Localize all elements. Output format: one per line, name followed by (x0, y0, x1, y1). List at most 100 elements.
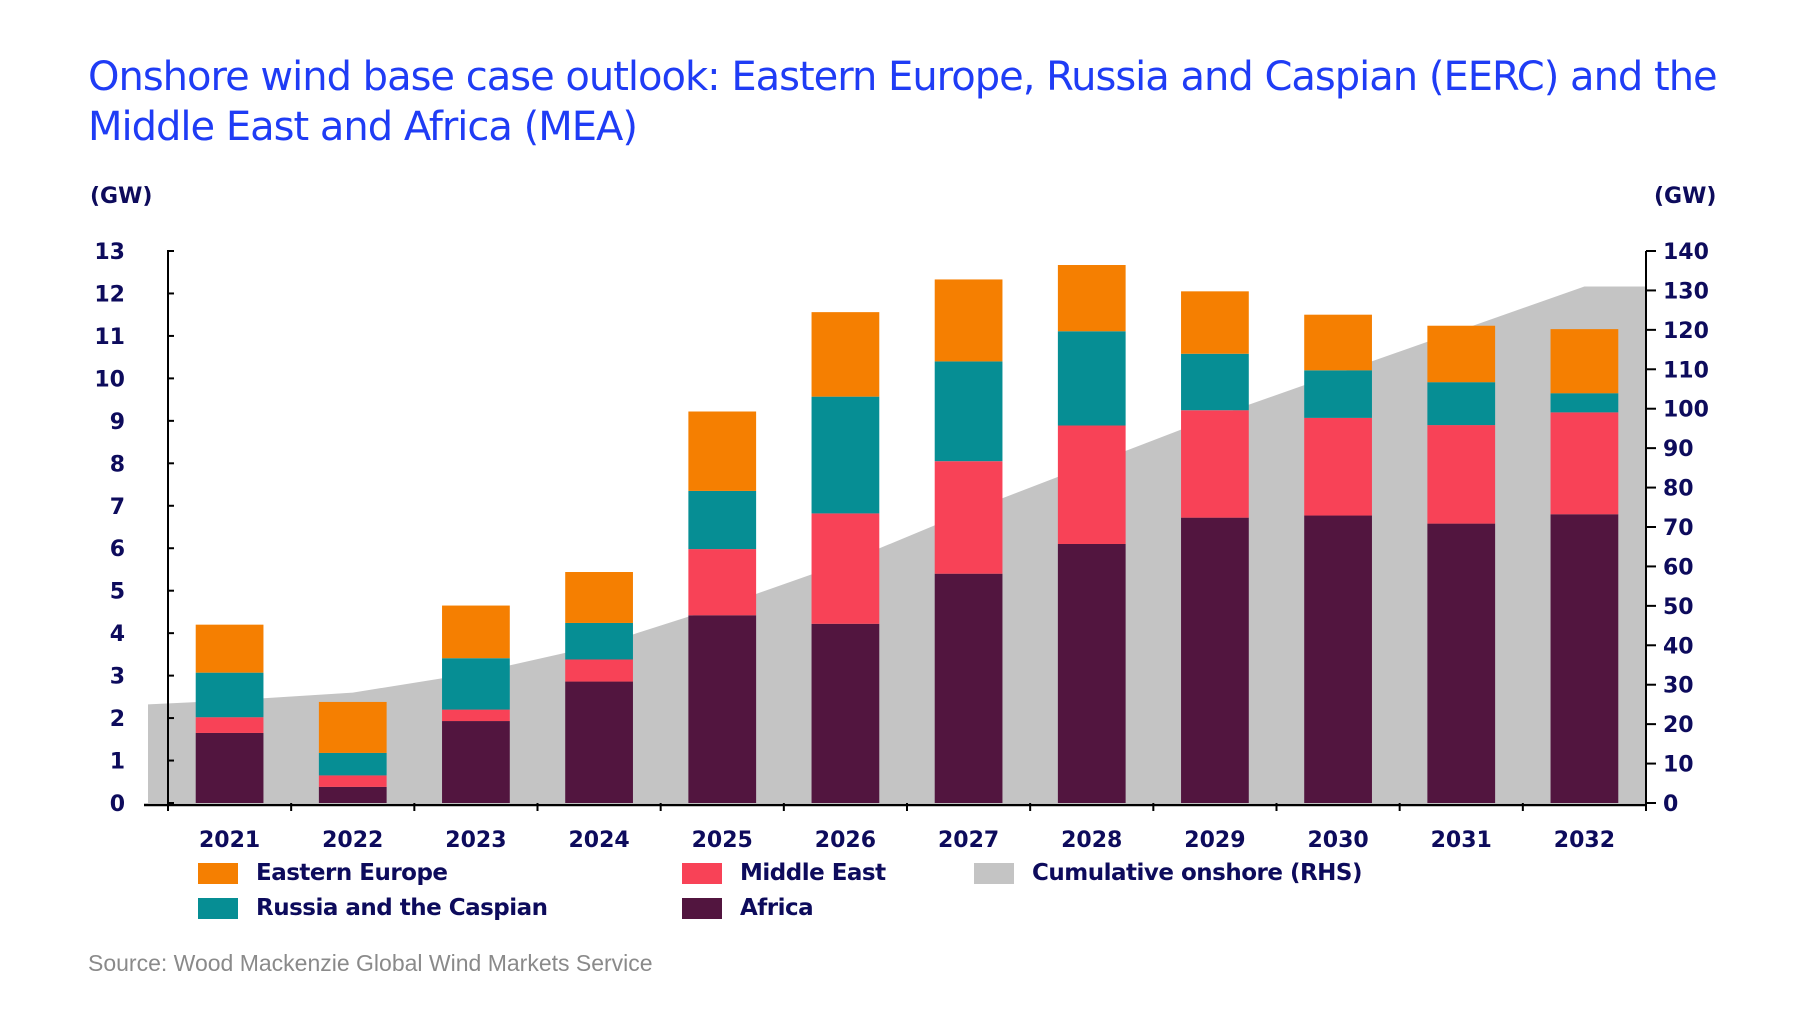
bar-segment-africa-2026 (811, 623, 880, 803)
right-tick-label: 90 (1663, 437, 1694, 462)
x-tick-label-2028: 2028 (1061, 828, 1122, 853)
bar-segment-middle-east-2032 (1550, 412, 1619, 515)
bar-segment-middle-east-2031 (1427, 425, 1496, 524)
right-tick-label: 100 (1663, 398, 1709, 423)
left-tick-label: 5 (110, 580, 125, 605)
legend-item-africa: Africa (682, 895, 814, 921)
legend-label: Africa (740, 895, 814, 921)
bar-segment-russia-and-the-caspian-2027 (934, 361, 1003, 462)
source-note: Source: Wood Mackenzie Global Wind Marke… (88, 950, 653, 976)
bar-segment-middle-east-2022 (318, 775, 387, 787)
right-tick-label: 60 (1663, 555, 1694, 580)
left-tick-label: 8 (110, 452, 125, 477)
bar-segment-africa-2032 (1550, 514, 1619, 803)
bar-segment-russia-and-the-caspian-2021 (195, 672, 264, 718)
x-tick-label-2023: 2023 (445, 828, 506, 853)
bar-segment-russia-and-the-caspian-2029 (1181, 353, 1249, 411)
bar-segment-africa-2028 (1057, 543, 1126, 803)
legend-item-eastern-europe: Eastern Europe (198, 860, 448, 886)
legend-item-russia-caspian: Russia and the Caspian (198, 895, 548, 921)
right-tick-label: 70 (1663, 516, 1694, 541)
right-tick-label: 80 (1663, 477, 1694, 502)
bar-segment-africa-2027 (934, 573, 1003, 803)
right-tick-label: 130 (1663, 279, 1709, 304)
bar-segment-russia-and-the-caspian-2026 (811, 396, 880, 514)
right-tick-label: 40 (1663, 634, 1694, 659)
left-tick-label: 4 (110, 622, 125, 647)
bar-segment-middle-east-2030 (1304, 417, 1372, 516)
bar-segment-middle-east-2026 (811, 513, 880, 624)
bar-segment-middle-east-2023 (442, 709, 510, 722)
right-tick-label: 0 (1663, 792, 1678, 817)
x-tick-label-2029: 2029 (1184, 828, 1245, 853)
bar-segment-eastern-europe-2021 (195, 624, 264, 673)
x-tick-label-2026: 2026 (815, 828, 876, 853)
bar-segment-africa-2031 (1427, 523, 1496, 803)
x-tick-label-2025: 2025 (692, 828, 753, 853)
bar-segment-africa-2025 (688, 615, 757, 803)
right-tick-label: 120 (1663, 319, 1709, 344)
legend-swatch (682, 897, 722, 919)
left-tick-label: 13 (94, 240, 125, 265)
bar-segment-middle-east-2029 (1181, 410, 1249, 518)
x-tick-label-2024: 2024 (568, 828, 629, 853)
bar-segment-eastern-europe-2023 (442, 605, 510, 659)
right-tick-label: 20 (1663, 713, 1694, 738)
bar-segment-russia-and-the-caspian-2023 (442, 658, 510, 710)
bar-segment-eastern-europe-2032 (1550, 329, 1619, 394)
bar-segment-eastern-europe-2031 (1427, 325, 1496, 383)
bar-segment-russia-and-the-caspian-2032 (1550, 393, 1619, 413)
legend-label: Cumulative onshore (RHS) (1032, 860, 1363, 886)
bar-segment-middle-east-2027 (934, 461, 1003, 574)
bar-segment-eastern-europe-2030 (1304, 314, 1372, 371)
x-tick-label-2027: 2027 (938, 828, 999, 853)
bar-segment-russia-and-the-caspian-2031 (1427, 382, 1496, 426)
bar-segment-africa-2021 (195, 732, 264, 803)
legend-item-cumulative-onshore: Cumulative onshore (RHS) (974, 860, 1363, 886)
left-tick-label: 7 (110, 495, 125, 520)
bar-segment-russia-and-the-caspian-2022 (318, 752, 387, 776)
right-axis-unit: (GW) (1654, 184, 1717, 209)
x-tick-label-2031: 2031 (1431, 828, 1492, 853)
chart-title: Onshore wind base case outlook: Eastern … (88, 54, 1718, 150)
legend-swatch (974, 862, 1014, 884)
bar-segment-middle-east-2025 (688, 549, 757, 616)
left-tick-label: 1 (110, 750, 125, 775)
left-tick-label: 6 (110, 537, 125, 562)
right-tick-label: 10 (1663, 753, 1694, 778)
x-tick-label-2030: 2030 (1307, 828, 1368, 853)
left-tick-label: 10 (94, 367, 125, 392)
legend-label: Russia and the Caspian (256, 895, 548, 921)
legend-label: Eastern Europe (256, 860, 448, 886)
bar-segment-middle-east-2021 (195, 717, 264, 733)
bar-segment-africa-2022 (318, 786, 387, 803)
bar-segment-africa-2029 (1181, 517, 1249, 803)
right-tick-label: 30 (1663, 674, 1694, 699)
bar-segment-eastern-europe-2027 (934, 279, 1003, 362)
left-tick-label: 12 (94, 282, 125, 307)
bar-segment-africa-2024 (565, 681, 633, 803)
bar-segment-eastern-europe-2022 (318, 701, 387, 753)
x-tick-label-2021: 2021 (199, 828, 260, 853)
left-tick-label: 11 (94, 325, 125, 350)
left-tick-label: 0 (110, 792, 125, 817)
left-tick-label: 9 (110, 410, 125, 435)
cumulative-onshore-area (148, 286, 1646, 803)
bar-segment-russia-and-the-caspian-2030 (1304, 370, 1372, 418)
x-tick-label-2032: 2032 (1554, 828, 1615, 853)
x-tick-label-2022: 2022 (322, 828, 383, 853)
legend-swatch (198, 897, 238, 919)
legend-swatch (682, 862, 722, 884)
bar-segment-eastern-europe-2029 (1181, 291, 1249, 354)
right-tick-label: 110 (1663, 358, 1709, 383)
legend-label: Middle East (740, 860, 886, 886)
bar-segment-eastern-europe-2028 (1057, 265, 1126, 332)
bar-segment-eastern-europe-2024 (565, 572, 633, 623)
legend-item-middle-east: Middle East (682, 860, 886, 886)
bar-segment-eastern-europe-2025 (688, 411, 757, 491)
bar-segment-middle-east-2024 (565, 659, 633, 682)
bar-segment-middle-east-2028 (1057, 425, 1126, 544)
right-tick-label: 50 (1663, 595, 1694, 620)
bar-segment-africa-2023 (442, 721, 510, 803)
